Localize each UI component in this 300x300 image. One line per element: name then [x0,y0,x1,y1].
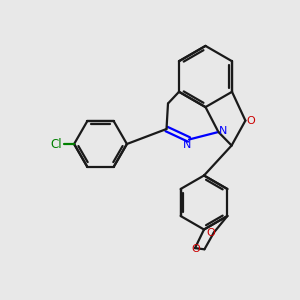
Text: N: N [183,140,192,150]
Text: N: N [219,126,228,136]
Text: Cl: Cl [50,137,62,151]
Text: O: O [206,228,215,239]
Text: O: O [191,244,200,254]
Text: O: O [246,116,255,126]
